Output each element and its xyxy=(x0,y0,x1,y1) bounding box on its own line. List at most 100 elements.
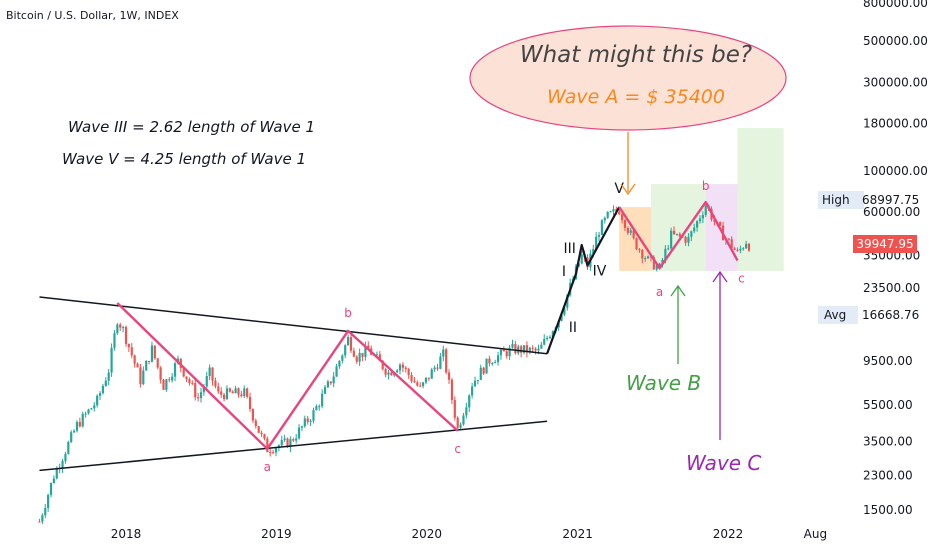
candle-body xyxy=(638,249,641,251)
candle xyxy=(188,377,191,386)
candle xyxy=(211,367,214,386)
candle-body xyxy=(456,417,459,428)
candle xyxy=(257,425,260,434)
candle-body xyxy=(520,346,523,353)
candle-body xyxy=(220,391,223,395)
y-tick-label: 3500.00 xyxy=(863,435,913,449)
candle xyxy=(580,251,583,265)
candle-body xyxy=(675,233,679,235)
candle-body xyxy=(90,408,93,410)
candle xyxy=(361,353,364,362)
candle-body xyxy=(563,307,566,315)
candle xyxy=(401,362,404,373)
candle-body xyxy=(162,379,165,390)
candle-body xyxy=(222,394,226,400)
candle xyxy=(644,256,647,262)
candle xyxy=(623,219,627,232)
candle xyxy=(398,363,402,375)
candle xyxy=(442,345,445,362)
candle-body xyxy=(430,369,433,379)
candle xyxy=(269,448,272,457)
candle-body xyxy=(243,388,246,397)
candle xyxy=(346,334,350,346)
candle-body xyxy=(695,221,699,228)
candle xyxy=(292,437,295,443)
candle-body xyxy=(93,405,96,409)
candle-body xyxy=(580,254,583,264)
line-impulse-2020-2021 xyxy=(546,206,621,355)
candle xyxy=(70,430,73,444)
candle xyxy=(695,220,699,232)
candle-body xyxy=(407,368,410,375)
candle-body xyxy=(119,324,122,328)
candle-body xyxy=(690,231,693,237)
candle-body xyxy=(306,418,309,422)
candle xyxy=(49,482,53,498)
candle-body xyxy=(185,376,188,380)
candle xyxy=(38,518,41,523)
candle xyxy=(603,216,606,224)
candle-body xyxy=(623,220,627,228)
candle-body xyxy=(646,256,650,259)
candle xyxy=(352,347,355,358)
candle-body xyxy=(274,447,278,453)
last-price-badge: 39947.95 xyxy=(853,235,917,253)
candle-body xyxy=(159,367,162,380)
candle-body xyxy=(98,393,102,396)
wave-label-i: I xyxy=(562,264,566,280)
candle-body xyxy=(335,366,338,377)
candle-body xyxy=(171,376,174,381)
candle xyxy=(543,334,546,346)
candle-body xyxy=(416,382,419,386)
candle-body xyxy=(361,353,364,357)
candle xyxy=(44,503,47,519)
candle xyxy=(548,335,552,340)
candle xyxy=(597,231,601,242)
candle xyxy=(113,330,116,351)
candle-body xyxy=(364,345,367,357)
candle-body xyxy=(101,385,105,394)
candle-body xyxy=(246,388,249,397)
candle xyxy=(600,219,604,236)
x-tick-label: Aug xyxy=(804,527,827,541)
avg-label-badge: Avg xyxy=(818,306,858,324)
candle-body xyxy=(560,314,563,321)
candle-body xyxy=(471,386,474,396)
candle xyxy=(739,245,742,254)
candle xyxy=(87,408,90,415)
candle xyxy=(156,358,159,370)
candle-body xyxy=(257,426,260,433)
candle-body xyxy=(747,243,751,251)
candle xyxy=(410,372,413,384)
candle-body xyxy=(38,521,41,523)
candle-body xyxy=(349,337,353,351)
candle xyxy=(459,422,462,430)
candle-body xyxy=(266,438,269,453)
wave-c-arrow xyxy=(712,270,728,440)
question-bubble xyxy=(469,25,787,131)
line-correction-abc-2021-2022 xyxy=(618,200,739,270)
candle-body xyxy=(436,367,439,369)
y-tick-label: 800000.00 xyxy=(863,0,928,10)
candle-body xyxy=(473,380,477,387)
candle-body xyxy=(61,460,64,469)
candle xyxy=(439,352,442,370)
candle xyxy=(375,351,379,356)
y-tick-label: 1500.00 xyxy=(863,503,913,517)
candle-body xyxy=(687,236,690,243)
candle-body xyxy=(381,360,384,370)
candle-body xyxy=(231,391,234,394)
candle xyxy=(248,392,252,412)
high-label-badge: High xyxy=(818,191,864,209)
candle-body xyxy=(609,211,612,213)
candle xyxy=(534,347,537,355)
wave-lines-layer xyxy=(39,200,739,472)
candle xyxy=(52,475,55,484)
candle-body xyxy=(514,344,517,354)
candle xyxy=(214,377,217,389)
candle xyxy=(263,433,266,441)
y-tick-label: 9500.00 xyxy=(863,354,913,368)
candle-body xyxy=(130,347,133,356)
